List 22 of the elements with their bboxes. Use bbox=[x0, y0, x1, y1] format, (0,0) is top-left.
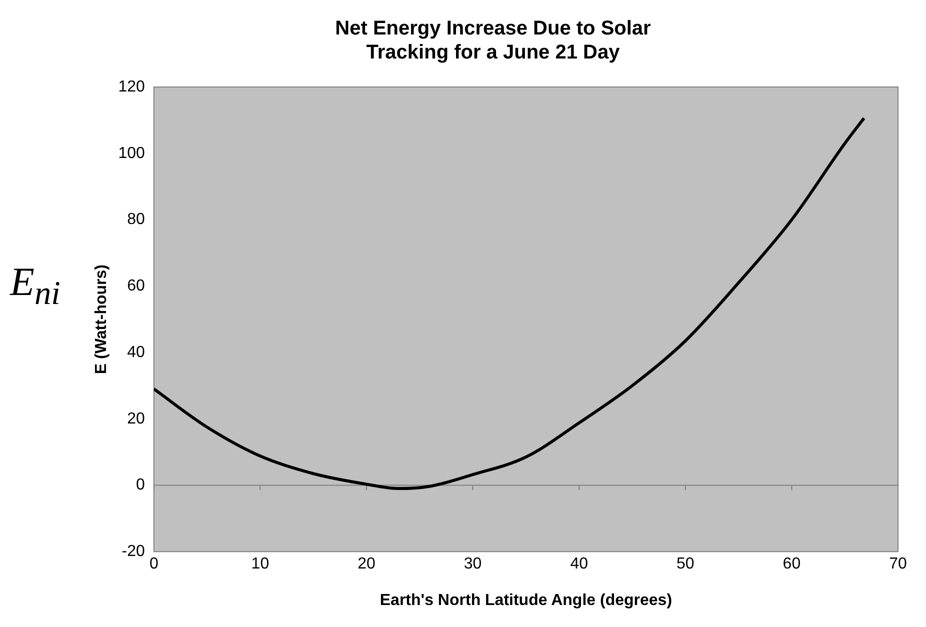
x-axis-title: Earth's North Latitude Angle (degrees) bbox=[380, 592, 672, 609]
x-tick-label: 0 bbox=[149, 556, 158, 573]
y-tick-label: -20 bbox=[122, 543, 145, 560]
x-tick-label: 50 bbox=[676, 556, 694, 573]
y-tick-label: 0 bbox=[136, 476, 145, 494]
y-tick-label: 60 bbox=[127, 278, 145, 295]
y-tick-label: 20 bbox=[127, 410, 145, 428]
text: Net Energy Increase Due to Solar bbox=[335, 18, 651, 40]
x-tick-label: 10 bbox=[251, 556, 270, 573]
x-tick-label: 20 bbox=[358, 556, 376, 573]
text: E$_{ni}$ bbox=[10, 258, 60, 313]
text: Tracking for a June 21 Day bbox=[366, 42, 620, 64]
y-axis-title: E (Watt-hours) bbox=[93, 264, 110, 374]
y-tick-label: 40 bbox=[127, 344, 145, 361]
x-tick-label: 30 bbox=[464, 556, 482, 573]
x-tick-label: 60 bbox=[782, 556, 801, 573]
line-series bbox=[154, 116, 866, 490]
y-tick-label: 120 bbox=[118, 78, 145, 96]
y-tick-label: 100 bbox=[118, 144, 145, 162]
x-tick-label: 70 bbox=[889, 556, 907, 573]
y-tick-label: 80 bbox=[127, 211, 145, 228]
x-tick-label: 40 bbox=[570, 556, 588, 573]
